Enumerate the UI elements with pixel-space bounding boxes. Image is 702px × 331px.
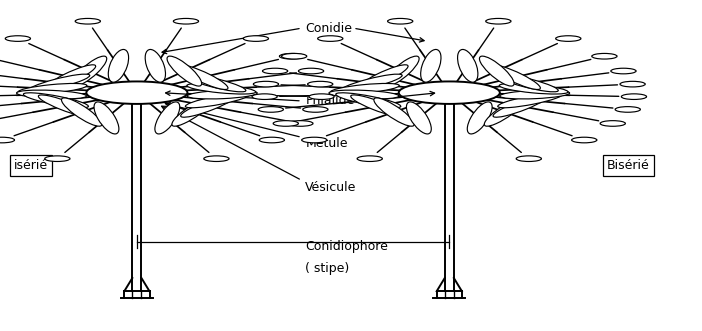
Ellipse shape: [491, 65, 541, 89]
Ellipse shape: [374, 98, 414, 126]
Ellipse shape: [17, 90, 86, 99]
Ellipse shape: [329, 90, 399, 99]
Ellipse shape: [336, 93, 401, 108]
Ellipse shape: [187, 83, 256, 94]
Ellipse shape: [516, 156, 541, 162]
Ellipse shape: [615, 107, 640, 112]
Ellipse shape: [167, 56, 201, 86]
Ellipse shape: [155, 102, 180, 134]
Ellipse shape: [23, 93, 88, 108]
Ellipse shape: [282, 53, 307, 59]
Ellipse shape: [178, 65, 228, 89]
Ellipse shape: [611, 68, 636, 74]
Ellipse shape: [187, 90, 257, 99]
Text: Bisérié: Bisérié: [607, 159, 650, 172]
Ellipse shape: [184, 74, 246, 92]
Ellipse shape: [309, 94, 334, 99]
Text: Vésicule: Vésicule: [305, 180, 357, 194]
Ellipse shape: [273, 121, 298, 126]
Ellipse shape: [94, 102, 119, 134]
Ellipse shape: [18, 83, 87, 94]
Ellipse shape: [145, 49, 166, 82]
Ellipse shape: [0, 137, 15, 143]
Ellipse shape: [244, 36, 269, 41]
Ellipse shape: [479, 56, 514, 86]
Ellipse shape: [5, 36, 30, 41]
Ellipse shape: [420, 49, 441, 82]
Ellipse shape: [45, 156, 70, 162]
Ellipse shape: [484, 98, 524, 126]
Ellipse shape: [496, 74, 558, 92]
Ellipse shape: [259, 137, 284, 143]
Ellipse shape: [180, 95, 235, 117]
Ellipse shape: [258, 107, 284, 112]
Ellipse shape: [458, 49, 478, 82]
Ellipse shape: [493, 95, 548, 117]
Ellipse shape: [303, 107, 328, 112]
Ellipse shape: [317, 36, 343, 41]
Ellipse shape: [72, 56, 107, 86]
Ellipse shape: [75, 19, 100, 24]
Ellipse shape: [252, 94, 277, 99]
Text: ( stipe): ( stipe): [305, 261, 350, 275]
Ellipse shape: [468, 102, 492, 134]
Ellipse shape: [592, 53, 617, 59]
Ellipse shape: [620, 81, 645, 87]
Ellipse shape: [298, 68, 324, 74]
Ellipse shape: [62, 98, 102, 126]
Ellipse shape: [499, 83, 568, 94]
Ellipse shape: [486, 19, 511, 24]
Ellipse shape: [302, 137, 327, 143]
Ellipse shape: [600, 121, 625, 126]
Ellipse shape: [358, 65, 408, 89]
Text: Conidiophore: Conidiophore: [305, 240, 388, 253]
Ellipse shape: [279, 53, 305, 59]
Ellipse shape: [172, 98, 212, 126]
Ellipse shape: [307, 81, 333, 87]
Ellipse shape: [39, 95, 93, 117]
Ellipse shape: [388, 19, 413, 24]
Ellipse shape: [253, 81, 279, 87]
Ellipse shape: [46, 65, 95, 89]
Ellipse shape: [406, 102, 431, 134]
Ellipse shape: [86, 81, 187, 104]
Ellipse shape: [28, 74, 90, 92]
Text: isérié: isérié: [14, 159, 48, 172]
Ellipse shape: [108, 49, 128, 82]
Ellipse shape: [173, 19, 199, 24]
Ellipse shape: [340, 74, 402, 92]
Ellipse shape: [185, 93, 251, 108]
Ellipse shape: [204, 156, 229, 162]
Text: Phialide: Phialide: [305, 94, 355, 108]
Ellipse shape: [621, 94, 647, 99]
Ellipse shape: [357, 156, 383, 162]
Ellipse shape: [331, 83, 399, 94]
Ellipse shape: [288, 121, 313, 126]
Ellipse shape: [498, 93, 563, 108]
Ellipse shape: [556, 36, 581, 41]
Text: Conidie: Conidie: [305, 22, 352, 35]
Text: Métule: Métule: [305, 137, 348, 151]
Ellipse shape: [571, 137, 597, 143]
Ellipse shape: [399, 81, 500, 104]
Ellipse shape: [500, 90, 569, 99]
Ellipse shape: [385, 56, 419, 86]
Ellipse shape: [263, 68, 288, 74]
Ellipse shape: [351, 95, 406, 117]
